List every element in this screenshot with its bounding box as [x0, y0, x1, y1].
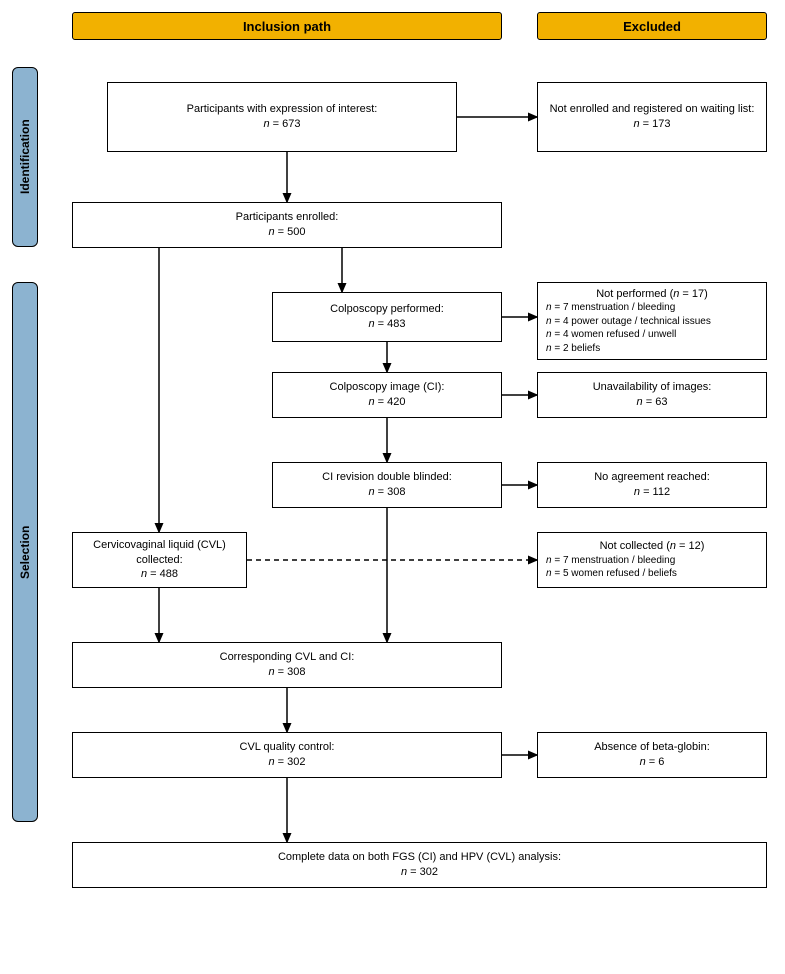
phase-selection: Selection: [12, 282, 38, 822]
b-correspond: Corresponding CVL and CI:n = 308: [72, 642, 502, 688]
b-cvl: Cervicovaginal liquid (CVL) collected:n …: [72, 532, 247, 588]
b-complete: Complete data on both FGS (CI) and HPV (…: [72, 842, 767, 888]
b-interest-n: n = 673: [263, 117, 300, 132]
b-quality-label: CVL quality control:: [240, 740, 335, 755]
b-notcollected: Not collected (n = 12)n = 7 menstruation…: [537, 532, 767, 588]
b-cvl-label: Cervicovaginal liquid (CVL) collected:: [81, 538, 238, 568]
b-quality: CVL quality control:n = 302: [72, 732, 502, 778]
b-notenrolled: Not enrolled and registered on waiting l…: [537, 82, 767, 152]
b-revision-n: n = 308: [368, 485, 405, 500]
b-notcollected-title: Not collected (n = 12): [600, 539, 705, 554]
b-ci: Colposcopy image (CI):n = 420: [272, 372, 502, 418]
hdr-inclusion: Inclusion path: [72, 12, 502, 40]
b-cvl-n: n = 488: [141, 567, 178, 582]
b-colpo-label: Colposcopy performed:: [330, 302, 444, 317]
b-correspond-n: n = 308: [268, 665, 305, 680]
b-notperformed-title: Not performed (n = 17): [596, 287, 708, 302]
b-notperformed-sub-2: n = 4 women refused / unwell: [546, 328, 676, 342]
b-colpo: Colposcopy performed:n = 483: [272, 292, 502, 342]
b-complete-n: n = 302: [401, 865, 438, 880]
b-absence: Absence of beta-globin:n = 6: [537, 732, 767, 778]
b-notperformed-sub-3: n = 2 beliefs: [546, 342, 600, 356]
b-noagree-n: n = 112: [634, 485, 670, 500]
b-unavail-n: n = 63: [637, 395, 668, 410]
b-noagree: No agreement reached:n = 112: [537, 462, 767, 508]
b-notcollected-sub-0: n = 7 menstruation / bleeding: [546, 554, 675, 568]
flowchart-canvas: Inclusion path Excluded Identification Sele…: [12, 12, 773, 962]
b-quality-n: n = 302: [268, 755, 305, 770]
b-ci-label: Colposcopy image (CI):: [330, 380, 445, 395]
b-colpo-n: n = 483: [368, 317, 405, 332]
b-notenrolled-n: n = 173: [633, 117, 670, 132]
b-enrolled: Participants enrolled:n = 500: [72, 202, 502, 248]
b-notperformed: Not performed (n = 17)n = 7 menstruation…: [537, 282, 767, 360]
b-notperformed-sub-1: n = 4 power outage / technical issues: [546, 315, 711, 329]
b-revision-label: CI revision double blinded:: [322, 470, 452, 485]
b-absence-n: n = 6: [640, 755, 665, 770]
hdr-excluded: Excluded: [537, 12, 767, 40]
b-absence-label: Absence of beta-globin:: [594, 740, 710, 755]
b-interest-label: Participants with expression of interest…: [187, 102, 378, 117]
b-revision: CI revision double blinded:n = 308: [272, 462, 502, 508]
b-unavail-label: Unavailability of images:: [593, 380, 712, 395]
b-noagree-label: No agreement reached:: [594, 470, 710, 485]
b-notperformed-sub-0: n = 7 menstruation / bleeding: [546, 301, 675, 315]
b-notenrolled-label: Not enrolled and registered on waiting l…: [550, 102, 755, 117]
b-interest: Participants with expression of interest…: [107, 82, 457, 152]
b-enrolled-n: n = 500: [268, 225, 305, 240]
b-complete-label: Complete data on both FGS (CI) and HPV (…: [278, 850, 561, 865]
phase-identification: Identification: [12, 67, 38, 247]
b-unavail: Unavailability of images:n = 63: [537, 372, 767, 418]
b-correspond-label: Corresponding CVL and CI:: [220, 650, 355, 665]
b-enrolled-label: Participants enrolled:: [236, 210, 339, 225]
b-ci-n: n = 420: [368, 395, 405, 410]
b-notcollected-sub-1: n = 5 women refused / beliefs: [546, 567, 677, 581]
